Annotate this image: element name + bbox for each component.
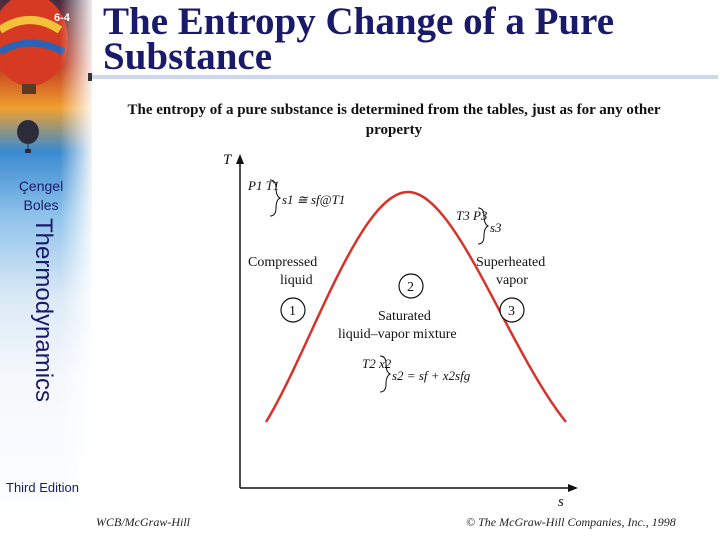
edition-label: Third Edition (6, 480, 79, 495)
state3-props: T3 P3 (456, 208, 488, 223)
title-line-1: The Entropy Change of a Pure (103, 0, 615, 43)
state-marker-3-label: 3 (508, 304, 515, 319)
slide-number: 6-4 (54, 12, 70, 24)
title-underline (88, 75, 718, 79)
state-marker-3 (499, 297, 525, 323)
saturated-label-1: Saturated (378, 309, 431, 324)
state2-relation: s2 = sf + x2sfg (392, 368, 471, 383)
state2-props: T2 x2 (362, 356, 392, 371)
page-title: The Entropy Change of a Pure Substance (103, 0, 703, 78)
state-marker-2-label: 2 (407, 280, 414, 295)
ts-diagram: T s P1 T1 s1 ≅ sf@T1 T3 P3 s3 Compressed… (223, 152, 578, 510)
banner-fade (60, 0, 92, 540)
title-line-2: Substance (103, 35, 273, 78)
compressed-liquid-label-1: Compressed (248, 255, 317, 270)
superheated-vapor-label-1: Superheated (476, 255, 545, 270)
y-axis-label: T (223, 152, 233, 168)
balloon-image-small (17, 120, 39, 153)
state1-relation: s1 ≅ sf@T1 (282, 192, 345, 207)
state3-relation: s3 (490, 220, 502, 235)
subtitle: The entropy of a pure substance is deter… (127, 102, 661, 138)
saturation-dome (264, 190, 567, 423)
author-name-2: Boles (23, 197, 59, 213)
author-name-1: Çengel (18, 178, 64, 194)
state1-props: P1 T1 (247, 178, 279, 193)
x-axis-label: s (558, 494, 564, 510)
x-axis-arrow (568, 484, 578, 492)
copyright-label: © The McGraw-Hill Companies, Inc., 1998 (466, 515, 676, 529)
y-axis-arrow (236, 154, 244, 164)
saturated-label-2: liquid–vapor mixture (338, 327, 457, 342)
state1-brace (269, 179, 282, 217)
state-marker-2 (398, 273, 424, 299)
course-title: Thermodynamics (30, 218, 57, 403)
state-marker-1-label: 1 (289, 304, 296, 319)
superheated-vapor-label-2: vapor (496, 273, 528, 288)
balloon-image (0, 0, 68, 94)
publisher-label: WCB/McGraw-Hill (96, 515, 190, 529)
state2-brace (379, 355, 392, 393)
state3-brace (477, 207, 490, 245)
state-marker-1 (280, 297, 306, 323)
title-tick (88, 73, 92, 81)
compressed-liquid-label-2: liquid (280, 273, 313, 288)
